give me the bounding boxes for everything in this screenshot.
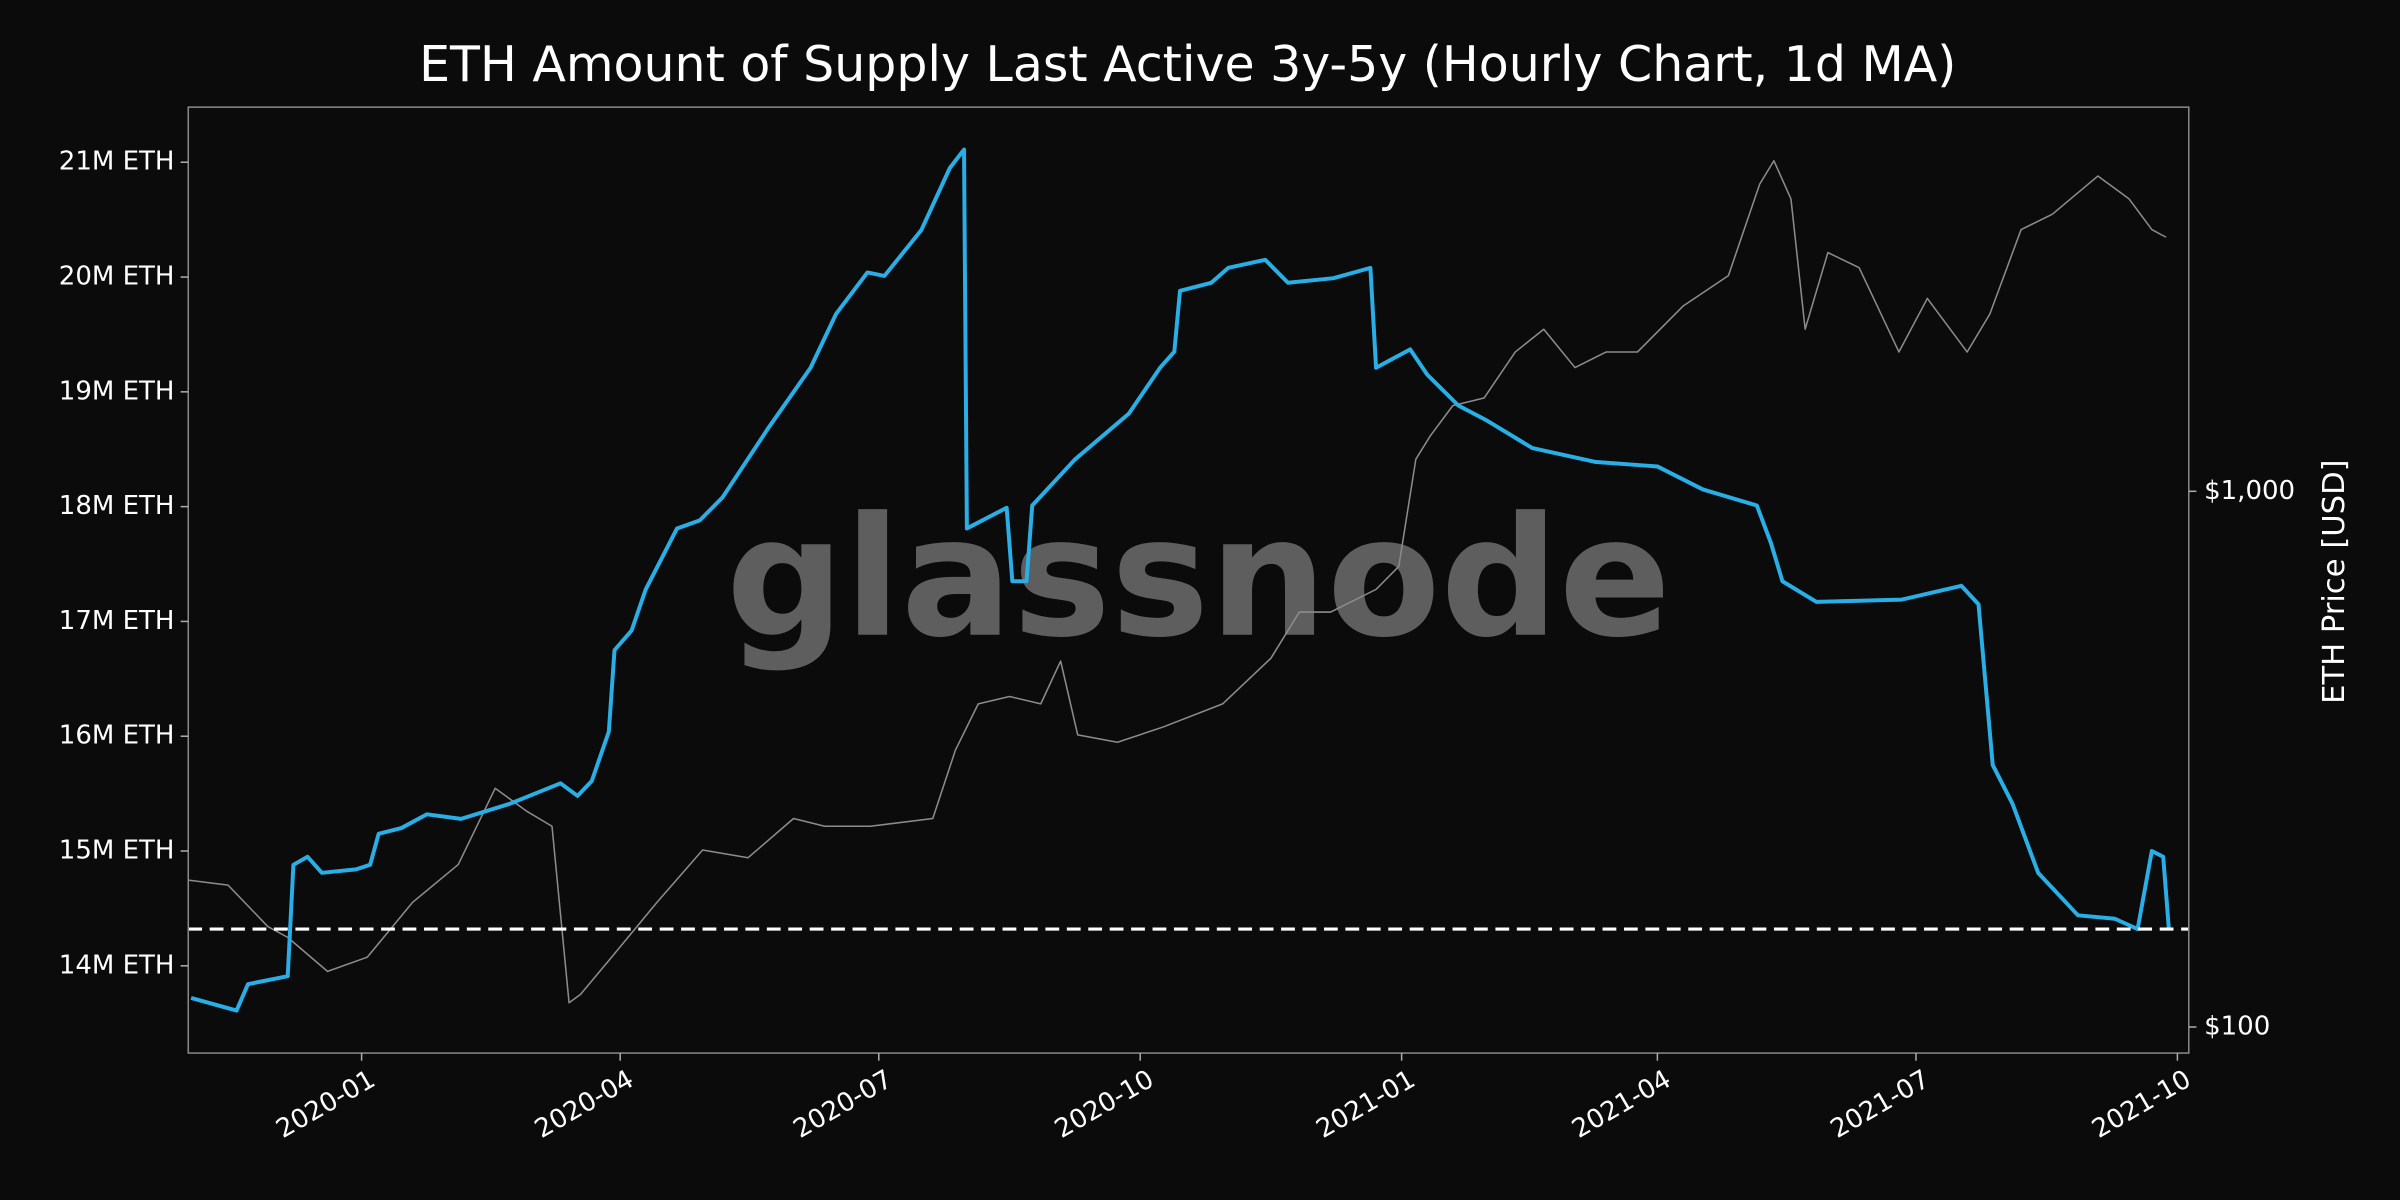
supply-line bbox=[190, 147, 2171, 1013]
y2-tick-label: $100 bbox=[2204, 1011, 2270, 1041]
plot-frame bbox=[187, 106, 2190, 1054]
watermark: glassnode bbox=[726, 482, 1671, 674]
y-tick-label: 20M ETH bbox=[59, 262, 175, 292]
y2-axis-label: ETH Price [USD] bbox=[2317, 459, 2352, 703]
price-line bbox=[188, 159, 2167, 1004]
y-tick-label: 14M ETH bbox=[59, 950, 175, 980]
y-tick-label: 21M ETH bbox=[59, 147, 175, 177]
y-tick-label: 19M ETH bbox=[59, 376, 175, 406]
y-tick-label: 15M ETH bbox=[59, 836, 175, 866]
chart-title: ETH Amount of Supply Last Active 3y-5y (… bbox=[419, 36, 1956, 93]
y-tick-label: 16M ETH bbox=[59, 721, 175, 751]
plot-area bbox=[188, 147, 2189, 1013]
y2-tick-label: $1,000 bbox=[2204, 476, 2295, 506]
y-tick-label: 18M ETH bbox=[59, 491, 175, 521]
y-tick-label: 17M ETH bbox=[59, 606, 175, 636]
